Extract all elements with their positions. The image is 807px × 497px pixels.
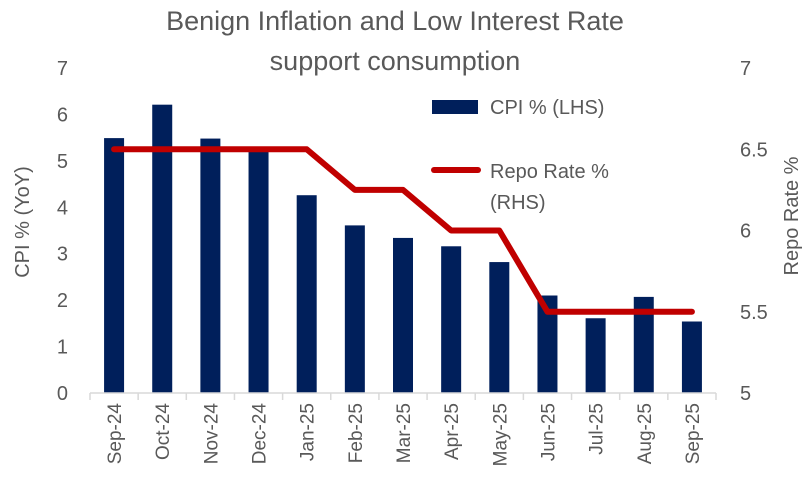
y2-tick-label: 6.5 [740,139,768,161]
legend-label-repo: (RHS) [490,192,546,214]
x-tick-label: Dec-24 [250,403,271,465]
bar-Sep-24 [104,138,125,393]
bar-Nov-24 [200,138,221,393]
x-tick-label: Feb-25 [346,403,367,463]
x-tick-label: May-25 [490,403,511,466]
y-tick-label: 4 [57,197,68,219]
repo-rate-line [111,146,695,315]
x-tick-label: Sep-24 [105,403,126,465]
bar-Jul-25 [585,318,606,393]
y-tick-label: 5 [57,151,68,173]
y2-tick-label: 5.5 [740,302,768,324]
x-tick-label: Jan-25 [298,403,319,461]
x-tick-label: Nov-24 [201,403,222,465]
y2-tick-label: 7 [740,58,751,80]
y-tick-label: 3 [57,244,68,266]
bar-Apr-25 [441,246,462,393]
bar-Jun-25 [537,295,558,393]
bar-May-25 [489,262,510,393]
bar-Feb-25 [344,225,365,393]
y2-tick-label: 5 [740,383,751,405]
bar-Aug-25 [633,296,654,393]
x-tick-label: Sep-25 [683,403,704,464]
bar-Oct-24 [152,104,173,393]
bar-Sep-25 [681,321,702,393]
chart-title: Benign Inflation and Low Interest Rate [166,6,624,36]
y2-axis-title: Repo Rate % [781,156,803,275]
bar-Mar-25 [393,237,413,393]
x-tick-label: Oct-24 [153,403,174,460]
legend-label-cpi: CPI % (LHS) [490,97,604,119]
x-tick-label: Mar-25 [394,403,415,463]
y2-tick-label: 6 [740,221,751,243]
y-tick-label: 2 [57,290,68,312]
y-tick-label: 7 [57,58,68,80]
y-tick-label: 0 [57,383,68,405]
chart-title: support consumption [270,46,521,76]
x-tick-label: Aug-25 [635,403,656,464]
bar-Jan-25 [296,195,317,393]
legend-label-repo: Repo Rate % [490,161,609,183]
x-tick-label: Apr-25 [442,403,463,460]
y-tick-label: 1 [57,337,68,359]
y-tick-label: 6 [57,104,68,126]
x-tick-label: Jun-25 [538,403,559,461]
y-axis-title: CPI % (YoY) [12,166,34,278]
bar-Dec-24 [248,150,269,393]
x-tick-label: Jul-25 [587,403,608,455]
legend-swatch-cpi [432,100,478,114]
